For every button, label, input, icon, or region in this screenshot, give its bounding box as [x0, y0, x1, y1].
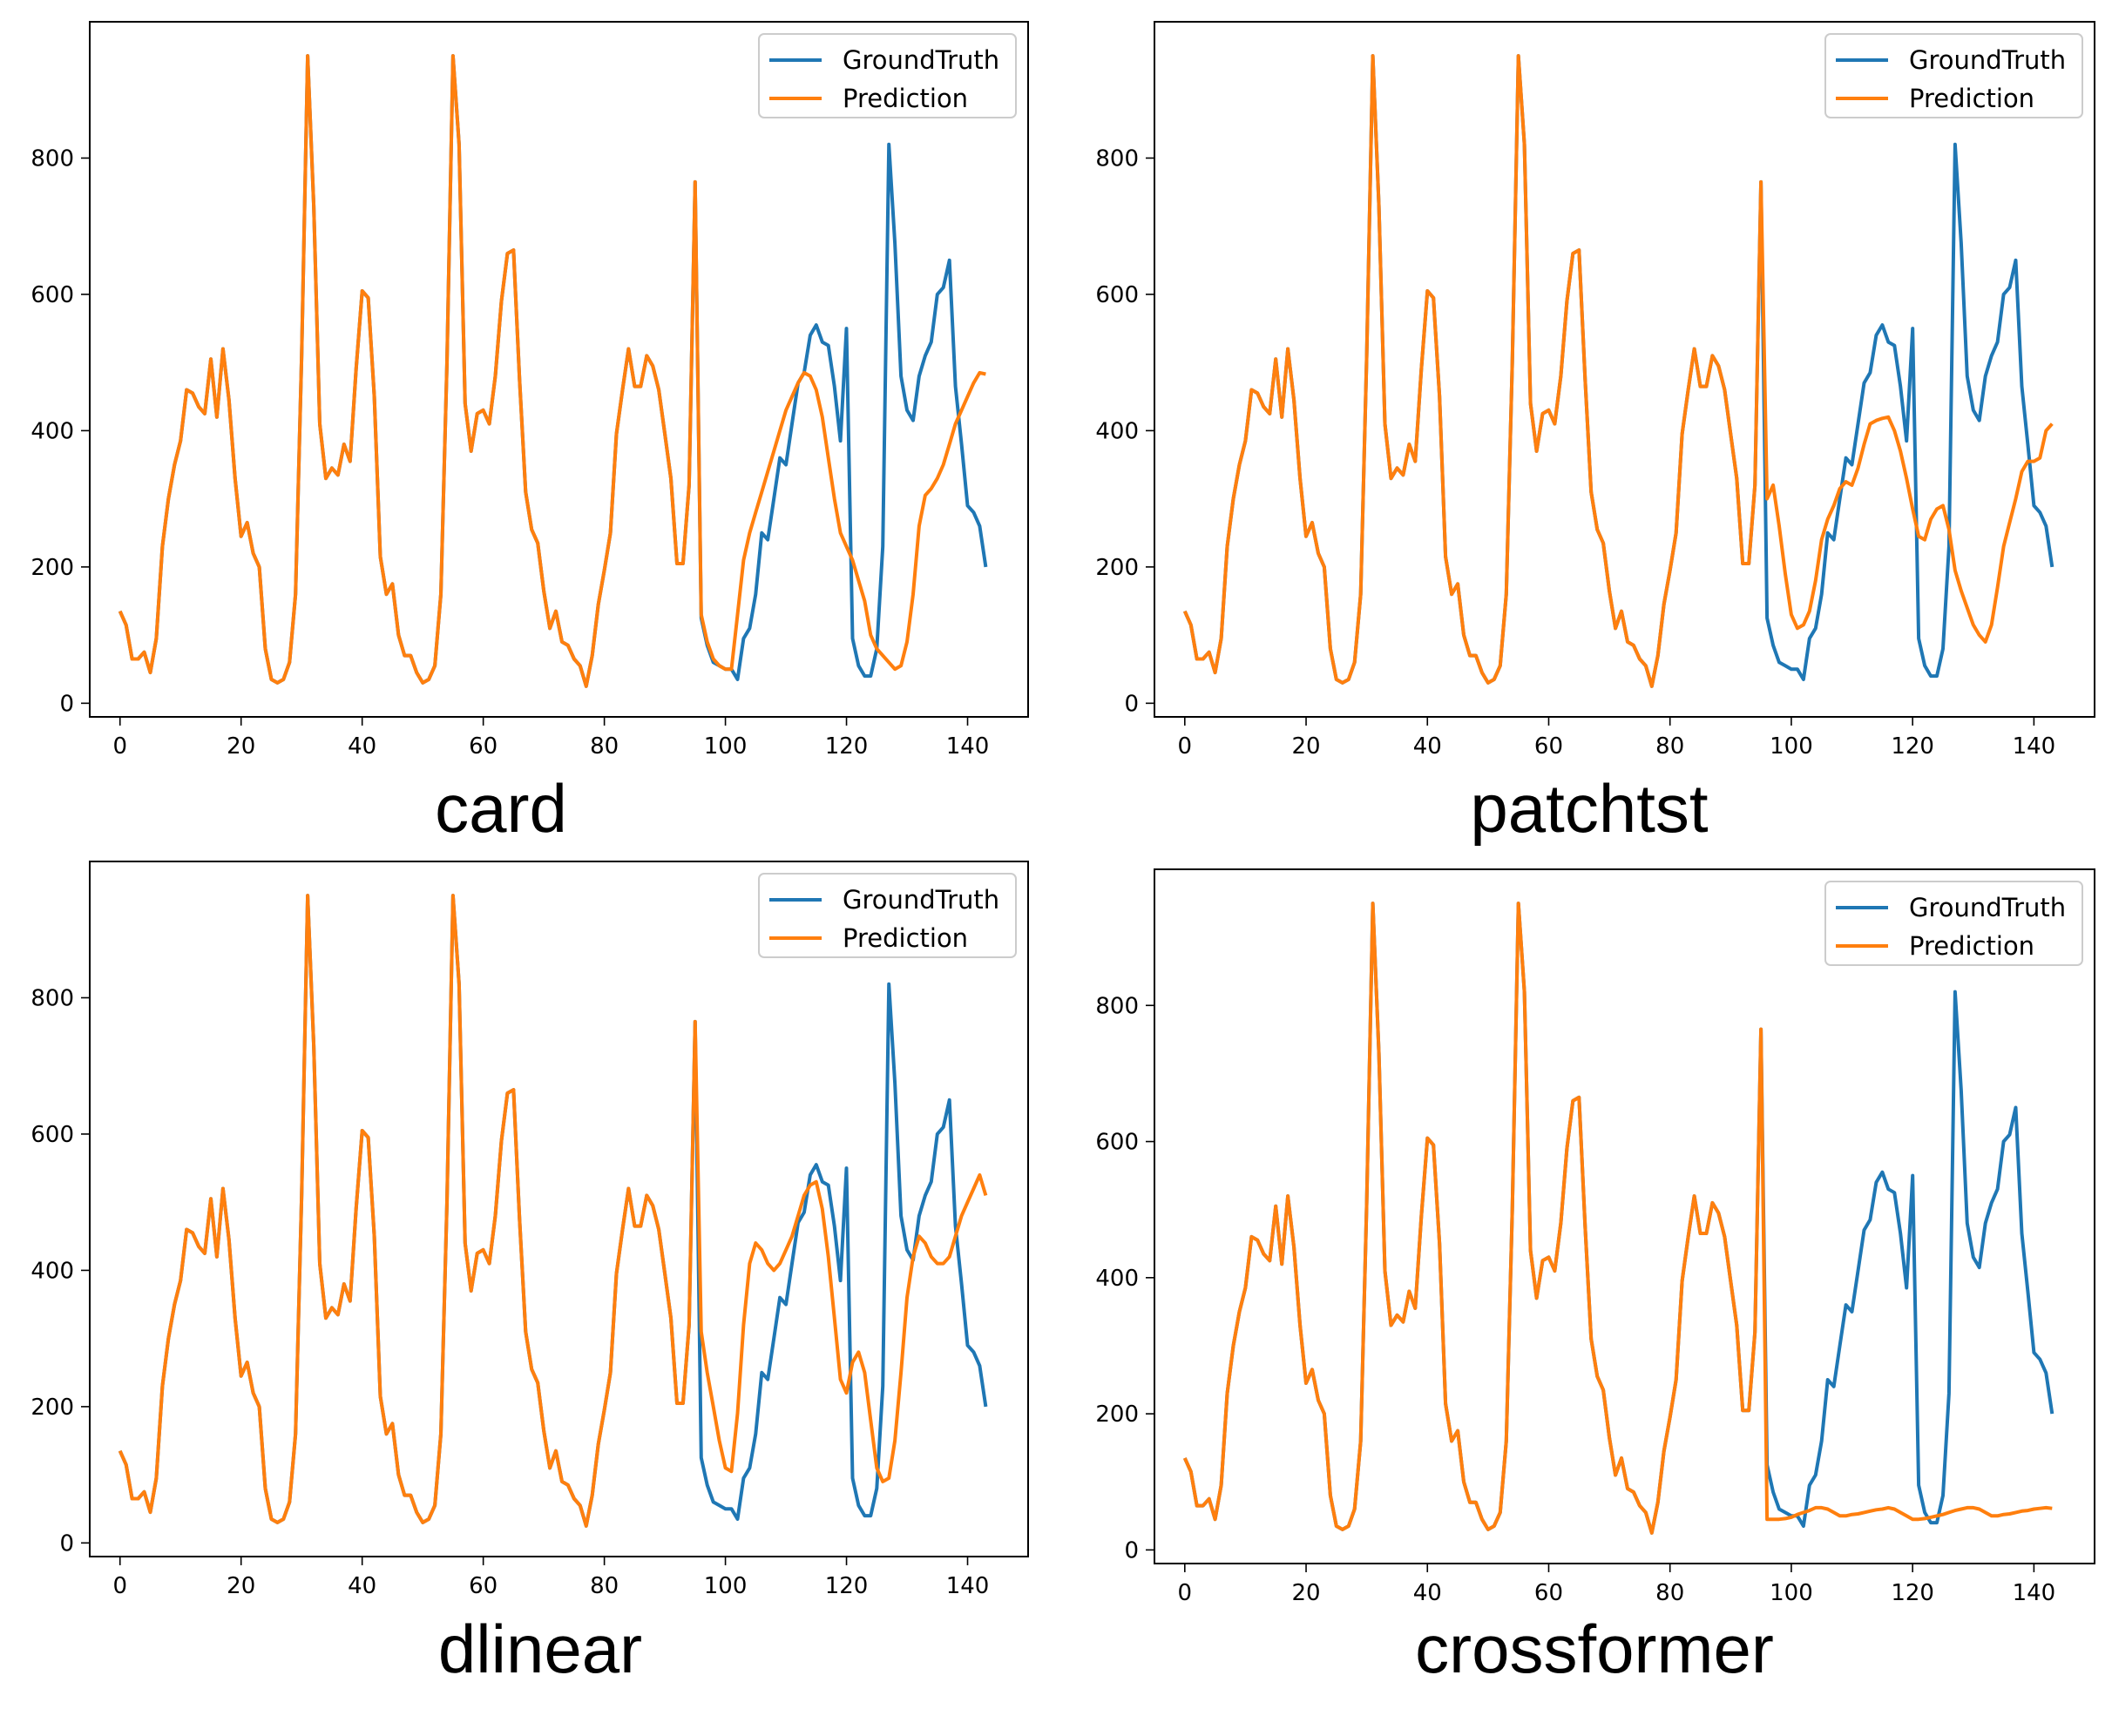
legend-label-prediction: Prediction — [1909, 84, 2034, 113]
x-tick-label: 120 — [1891, 1580, 1934, 1606]
y-tick-label: 600 — [30, 1122, 74, 1148]
x-tick-label: 40 — [1413, 733, 1442, 760]
series-line-groundtruth — [118, 54, 988, 688]
x-tick-label: 60 — [1534, 733, 1563, 760]
x-tick-label: 100 — [1770, 733, 1813, 760]
legend-label-groundtruth: GroundTruth — [1909, 45, 2066, 75]
legend: GroundTruth Prediction — [1824, 33, 2083, 118]
y-tick-label: 0 — [1124, 691, 1139, 717]
x-tick-label: 140 — [946, 1573, 990, 1599]
chart-panel-dlinear: 0 20 40 60 80 100 120 140 0 200 400 600 800 GroundTru… — [30, 861, 1029, 1687]
x-tick-label: 100 — [704, 1573, 748, 1599]
y-tick-label: 800 — [1095, 993, 1139, 1019]
chart-panel-card: 0 20 40 60 80 100 120 140 0 200 400 600 800 GroundTru… — [30, 21, 1029, 847]
chart-panel-patchtst: 0 20 40 60 80 100 120 140 0 200 400 600 800 GroundTru… — [1095, 21, 2095, 847]
y-tick-label: 600 — [1095, 1130, 1139, 1156]
x-tick-label: 40 — [348, 733, 376, 760]
legend-box — [758, 33, 1017, 118]
x-tick-label: 20 — [227, 733, 255, 760]
y-tick-label: 200 — [30, 555, 74, 581]
x-tick-label: 20 — [227, 1573, 255, 1599]
x-tick-label: 0 — [1178, 1580, 1193, 1606]
series-line-groundtruth — [1182, 54, 2054, 688]
series-line-groundtruth — [1182, 902, 2054, 1535]
y-tick-label: 200 — [30, 1395, 74, 1421]
x-tick-label: 140 — [2013, 733, 2056, 760]
chart-panel-crossformer: 0 20 40 60 80 100 120 140 0 200 400 600 800 GroundTru… — [1095, 868, 2095, 1687]
x-tick-label: 40 — [1413, 1580, 1442, 1606]
series-line-groundtruth — [118, 894, 988, 1528]
x-tick-label: 80 — [1655, 1580, 1684, 1606]
x-tick-label: 140 — [946, 733, 990, 760]
y-tick-label: 400 — [30, 418, 74, 444]
legend-label-prediction: Prediction — [843, 923, 968, 953]
x-tick-label: 20 — [1291, 733, 1320, 760]
y-tick-label: 800 — [30, 985, 74, 1011]
legend: GroundTruth Prediction — [758, 33, 1017, 118]
x-tick-label: 0 — [112, 733, 127, 760]
series-line-prediction — [118, 894, 988, 1528]
legend-label-prediction: Prediction — [843, 84, 968, 113]
x-tick-label: 80 — [590, 733, 619, 760]
x-tick-label: 80 — [590, 1573, 619, 1599]
axes-frame — [89, 861, 1029, 1557]
x-tick-label: 20 — [1291, 1580, 1320, 1606]
y-tick-label: 600 — [30, 282, 74, 308]
x-tick-label: 100 — [704, 733, 748, 760]
y-tick-label: 800 — [1095, 145, 1139, 172]
panel-title: card — [435, 770, 567, 847]
legend: GroundTruth Prediction — [1824, 881, 2083, 966]
panel-title: patchtst — [1470, 770, 1708, 847]
x-tick-label: 100 — [1770, 1580, 1813, 1606]
y-tick-label: 200 — [1095, 555, 1139, 581]
x-tick-label: 120 — [825, 1573, 869, 1599]
y-tick-label: 600 — [1095, 282, 1139, 308]
x-tick-label: 40 — [348, 1573, 376, 1599]
legend-label-prediction: Prediction — [1909, 931, 2034, 961]
panel-title: crossformer — [1415, 1611, 1774, 1687]
legend-label-groundtruth: GroundTruth — [1909, 893, 2066, 922]
legend-box — [1824, 881, 2083, 966]
x-tick-label: 140 — [2013, 1580, 2056, 1606]
x-tick-label: 60 — [1534, 1580, 1563, 1606]
legend-label-groundtruth: GroundTruth — [843, 45, 999, 75]
series-line-prediction — [1182, 902, 2053, 1535]
y-tick-label: 800 — [30, 145, 74, 172]
y-tick-label: 0 — [59, 691, 74, 717]
y-tick-label: 400 — [30, 1258, 74, 1284]
y-tick-label: 200 — [1095, 1402, 1139, 1428]
axes-frame — [1154, 21, 2095, 718]
x-tick-label: 80 — [1655, 733, 1684, 760]
x-tick-label: 120 — [825, 733, 869, 760]
y-tick-label: 0 — [1124, 1537, 1139, 1564]
panel-title: dlinear — [438, 1611, 642, 1687]
x-tick-label: 0 — [1178, 733, 1193, 760]
y-tick-label: 0 — [59, 1530, 74, 1557]
y-tick-label: 400 — [1095, 418, 1139, 444]
x-tick-label: 120 — [1891, 733, 1934, 760]
x-tick-label: 60 — [469, 733, 498, 760]
x-tick-label: 60 — [469, 1573, 498, 1599]
legend: GroundTruth Prediction — [758, 873, 1017, 958]
legend-box — [758, 873, 1017, 958]
x-tick-label: 0 — [112, 1573, 127, 1599]
axes-frame — [1154, 868, 2095, 1564]
y-tick-label: 400 — [1095, 1266, 1139, 1292]
legend-label-groundtruth: GroundTruth — [843, 885, 999, 915]
series-line-prediction — [118, 54, 986, 688]
series-line-prediction — [1182, 54, 2054, 688]
axes-frame — [89, 21, 1029, 718]
legend-box — [1824, 33, 2083, 118]
